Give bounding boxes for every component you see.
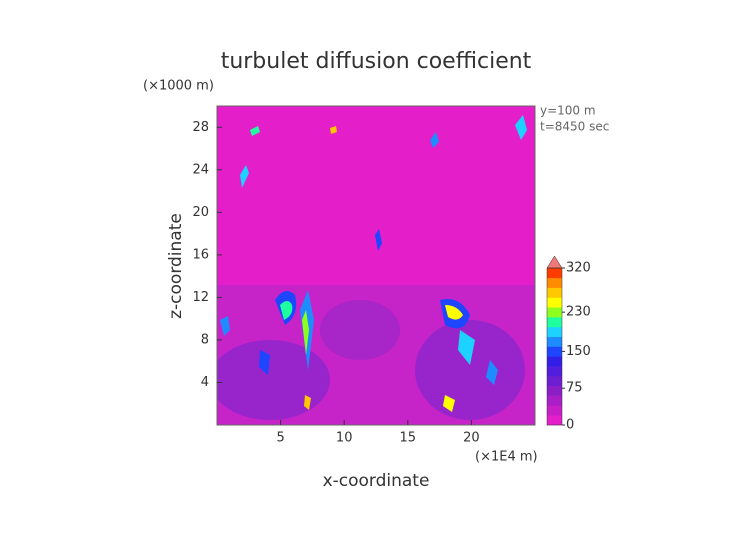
colorbar-band xyxy=(547,317,562,328)
colorbar-tick-label: 320 xyxy=(566,261,591,276)
colorbar-band xyxy=(547,366,562,377)
colorbar-band xyxy=(547,385,562,396)
y-tick-label: 4 xyxy=(201,375,209,390)
colorbar-band xyxy=(547,405,562,416)
field-texture xyxy=(217,115,535,425)
colorbar-band xyxy=(547,336,562,347)
colorbar-band xyxy=(547,346,562,357)
y-tick-label: 28 xyxy=(192,120,209,135)
colorbar-band xyxy=(547,326,562,337)
colorbar-band xyxy=(547,395,562,406)
x-tick-label: 10 xyxy=(336,431,353,446)
annotation: t=8450 sec xyxy=(540,120,609,134)
colorbar-tick-label: 75 xyxy=(566,381,583,396)
plot-frame xyxy=(216,105,536,426)
colorbar-band xyxy=(547,287,562,298)
colorbar-band xyxy=(547,375,562,387)
y-tick-label: 20 xyxy=(192,205,209,220)
colorbar-tick-label: 150 xyxy=(566,344,591,359)
y-unit: (×1000 m) xyxy=(143,79,214,94)
colorbar-tick-label: 0 xyxy=(566,418,574,433)
colorbar-tick-label: 230 xyxy=(566,305,591,320)
x-tick-label: 20 xyxy=(463,431,480,446)
y-tick-label: 24 xyxy=(192,162,209,177)
colorbar-band xyxy=(547,277,562,288)
field-background xyxy=(217,106,535,425)
colorbar-frame xyxy=(546,267,563,426)
colorbar-extend xyxy=(546,255,563,269)
annotation: y=100 m xyxy=(540,104,596,118)
x-unit: (×1E4 m) xyxy=(475,450,538,465)
colorbar-band xyxy=(547,415,562,426)
colorbar-band xyxy=(547,356,562,367)
y-tick-label: 12 xyxy=(192,290,209,305)
y-axis-title: z-coordinate xyxy=(166,213,186,319)
chart-title: turbulet diffusion coefficient xyxy=(221,49,532,74)
colorbar-band xyxy=(547,268,562,279)
x-tick-label: 15 xyxy=(400,431,417,446)
colorbar-band xyxy=(547,297,562,308)
colorbar-band xyxy=(547,307,562,318)
y-tick-label: 16 xyxy=(192,247,209,262)
y-tick-label: 8 xyxy=(201,332,209,347)
x-axis-title: x-coordinate xyxy=(323,471,430,491)
x-tick-label: 5 xyxy=(276,431,284,446)
